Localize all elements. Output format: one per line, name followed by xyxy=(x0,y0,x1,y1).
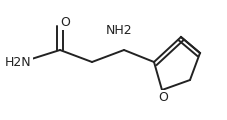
Text: NH2: NH2 xyxy=(105,24,132,36)
Text: O: O xyxy=(157,91,167,105)
Text: O: O xyxy=(60,15,70,29)
Text: H2N: H2N xyxy=(5,55,31,69)
